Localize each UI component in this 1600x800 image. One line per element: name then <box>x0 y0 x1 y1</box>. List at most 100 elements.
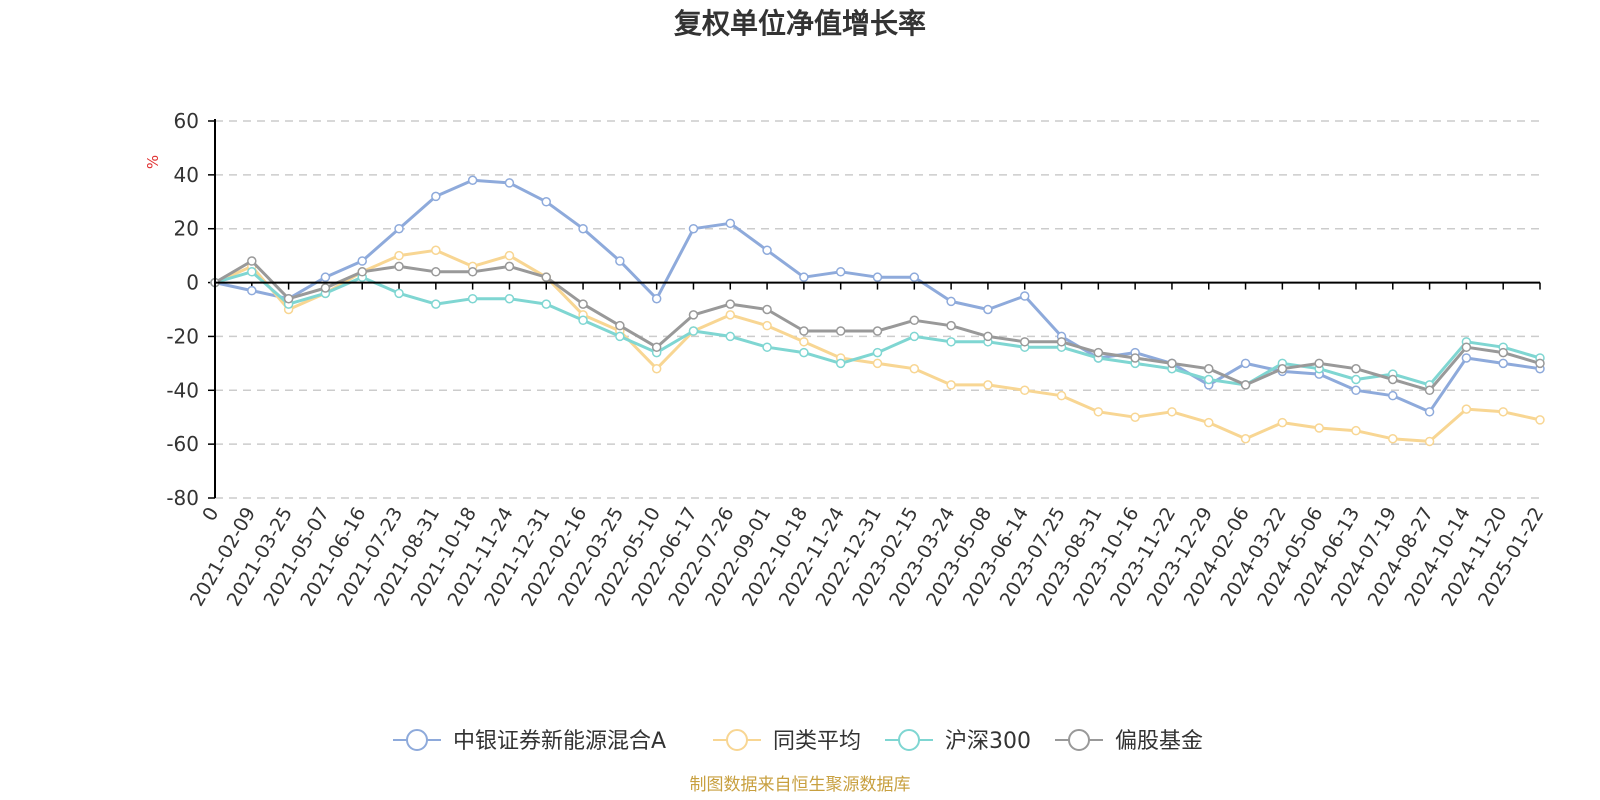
y-tick-label: 20 <box>174 217 199 241</box>
data-point <box>762 245 772 256</box>
data-point <box>431 267 441 277</box>
data-point <box>1240 434 1251 444</box>
x-tick-label: 0 <box>198 504 223 525</box>
data-point <box>1498 358 1508 369</box>
data-point <box>394 223 404 234</box>
data-point <box>1424 407 1435 417</box>
data-point <box>1388 390 1398 401</box>
data-point <box>651 293 662 304</box>
data-point <box>651 342 662 352</box>
data-point <box>357 267 367 277</box>
data-point <box>1019 291 1030 301</box>
data-point <box>835 358 846 369</box>
data-point <box>688 326 699 336</box>
legend-marker <box>1068 729 1090 751</box>
legend-item-3[interactable]: 偏股基金 <box>1055 729 1203 754</box>
data-point <box>1424 385 1435 396</box>
legend-label: 同类平均 <box>773 729 861 754</box>
data-point <box>1130 353 1140 363</box>
data-point <box>799 272 809 282</box>
data-point <box>504 293 515 304</box>
y-tick-label: -60 <box>166 432 199 456</box>
data-point <box>946 380 956 390</box>
axes <box>214 119 1540 498</box>
data-point <box>283 293 294 304</box>
data-point <box>1314 358 1324 369</box>
data-point <box>835 267 846 277</box>
data-point <box>872 272 883 282</box>
gridlines <box>215 120 1540 499</box>
series-line <box>214 178 1541 414</box>
legend-marker <box>406 729 428 751</box>
data-point <box>247 267 257 277</box>
data-point <box>1424 436 1435 447</box>
data-point <box>762 342 772 352</box>
data-point <box>983 380 993 390</box>
data-point <box>983 304 993 315</box>
legend-marker <box>898 729 920 751</box>
data-point <box>578 223 588 234</box>
y-axis-unit: % <box>144 155 162 169</box>
data-point <box>1461 342 1472 352</box>
data-point <box>615 256 625 266</box>
data-point <box>431 245 441 256</box>
series-3 <box>210 256 1545 396</box>
data-point <box>909 331 920 342</box>
data-point <box>688 310 699 320</box>
data-point <box>320 272 331 282</box>
data-point <box>872 358 883 369</box>
data-point <box>578 299 588 309</box>
data-point <box>1351 385 1361 396</box>
data-point <box>909 363 920 374</box>
data-point <box>1351 374 1361 385</box>
series-lines <box>210 175 1545 447</box>
data-point <box>651 363 662 374</box>
data-point <box>909 315 920 326</box>
legend-marker <box>726 729 748 751</box>
data-point <box>1019 385 1030 396</box>
legend-item-1[interactable]: 同类平均 <box>713 729 861 754</box>
data-point <box>762 304 772 315</box>
data-point <box>725 299 736 309</box>
data-point <box>725 331 736 342</box>
data-point <box>1277 363 1288 374</box>
data-point <box>1019 337 1030 347</box>
data-point <box>394 250 404 261</box>
data-point <box>1240 380 1251 390</box>
y-tick-label: -80 <box>166 486 199 510</box>
data-point <box>1535 415 1545 425</box>
data-point <box>1167 358 1177 369</box>
data-point <box>320 283 331 293</box>
source-note: 制图数据来自恒生聚源数据库 <box>690 775 911 795</box>
legend-item-0[interactable]: 中银证券新能源混合A <box>393 729 666 754</box>
data-point <box>1056 390 1067 401</box>
data-point <box>541 197 551 207</box>
data-point <box>394 288 404 299</box>
data-point <box>467 267 478 277</box>
data-point <box>578 315 588 326</box>
y-tick-label: 40 <box>174 163 199 187</box>
y-tick-label: 60 <box>174 109 199 133</box>
data-point <box>1240 358 1251 369</box>
data-point <box>983 331 993 342</box>
y-tick-label: -40 <box>166 378 199 402</box>
data-point <box>799 337 809 347</box>
data-point <box>725 218 736 229</box>
data-point <box>394 261 404 272</box>
data-point <box>357 256 367 266</box>
data-point <box>247 285 257 296</box>
data-point <box>1130 412 1140 422</box>
data-point <box>1388 374 1398 385</box>
data-point <box>1351 363 1361 374</box>
legend-item-2[interactable]: 沪深300 <box>885 729 1031 754</box>
data-point <box>504 261 515 272</box>
data-point <box>1498 407 1508 417</box>
data-point <box>615 331 625 342</box>
data-point <box>872 326 883 336</box>
legend[interactable]: 中银证券新能源混合A 同类平均 沪深300 偏股基金 <box>393 729 1203 754</box>
data-point <box>467 175 478 185</box>
data-point <box>615 320 625 331</box>
data-point <box>1204 374 1214 385</box>
data-point <box>1498 347 1508 358</box>
